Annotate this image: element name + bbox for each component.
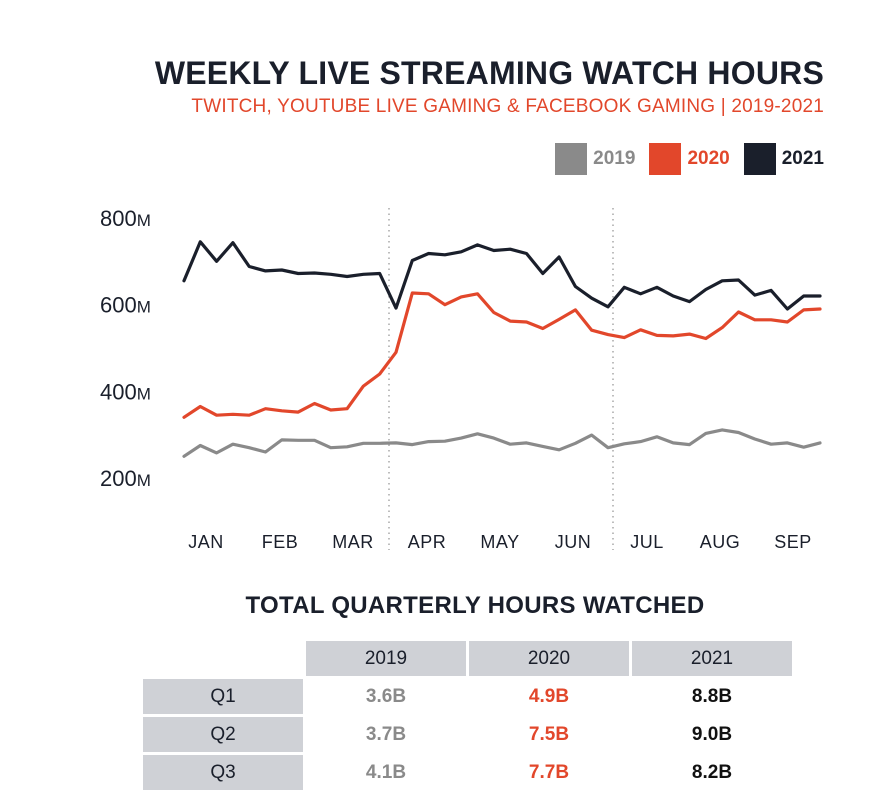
cell-q1-2020: 4.9B [528,685,570,707]
legend-swatch-2021 [743,143,776,175]
legend-label-2019: 2019 [593,148,636,169]
cell-q2-2020: 7.5B [528,723,570,745]
x-tick-label-jun: JUN [555,532,592,552]
series-line-2021 [182,240,822,311]
x-tick-label-may: MAY [480,532,519,552]
row-label-q2: Q2 [143,717,303,752]
table-corner [143,641,303,676]
legend-label-2021: 2021 [781,148,824,169]
y-tick-label: 800M [100,206,151,231]
x-tick-label-jan: JAN [188,532,224,552]
cell-q3-2019: 4.1B [365,761,407,783]
quarterly-hours-table: 2019 2020 2021 Q1 3.6B 4.9B 8.8B Q2 3.7B… [140,638,795,793]
legend-swatch-2019 [555,143,588,175]
table-row: Q1 3.6B 4.9B 8.8B [143,679,792,714]
table-row: Q3 4.1B 7.7B 8.2B [143,755,792,790]
cell-q3-2021: 8.2B [691,761,733,783]
series-line-2019 [182,428,822,458]
legend-item-2021: 2021 [743,143,824,175]
legend-label-2020: 2020 [687,148,730,169]
table-header-2020: 2020 [469,641,629,676]
series-line-2020 [182,291,822,419]
cell-q2-2019: 3.7B [365,723,407,745]
x-tick-label-apr: APR [408,532,447,552]
legend-item-2020: 2020 [649,143,730,175]
table-row: Q2 3.7B 7.5B 9.0B [143,717,792,752]
legend-item-2019: 2019 [555,143,635,175]
chart-subtitle: TWITCH, YOUTUBE LIVE GAMING & FACEBOOK G… [191,96,824,117]
line-chart: 200M 400M 600M 800M JAN FEB MAR APR MAY JUN JUL AUG… [100,206,822,552]
y-tick-label: 200M [100,466,151,491]
x-tick-label-aug: AUG [700,532,741,552]
chart-title: WEEKLY LIVE STREAMING WATCH HOURS [154,55,824,91]
x-tick-label-mar: MAR [332,532,374,552]
row-label-q1: Q1 [143,679,303,714]
cell-q1-2019: 3.6B [365,685,407,707]
legend-swatch-2020 [649,143,682,175]
x-tick-label-jul: JUL [630,532,664,552]
cell-q2-2021: 9.0B [691,723,733,745]
legend: 2019 2020 2021 [541,143,824,175]
table-header-2021: 2021 [632,641,792,676]
y-tick-label: 400M [100,379,151,404]
table-title: TOTAL QUARTERLY HOURS WATCHED [245,592,705,619]
row-label-q3: Q3 [143,755,303,790]
y-tick-label: 600M [100,293,151,318]
x-tick-label-sep: SEP [774,532,812,552]
table-header-row: 2019 2020 2021 [143,641,792,676]
cell-q1-2021: 8.8B [691,685,733,707]
table-header-2019: 2019 [306,641,466,676]
cell-q3-2020: 7.7B [528,761,570,783]
x-tick-label-feb: FEB [262,532,299,552]
